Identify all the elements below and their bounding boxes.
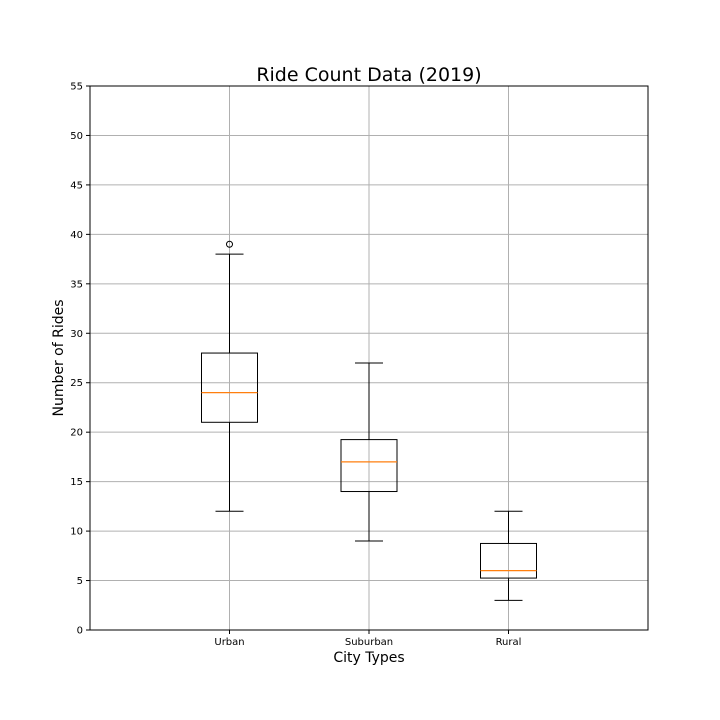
y-tick-label: 45 <box>70 180 83 191</box>
y-tick-label: 35 <box>70 279 83 290</box>
y-tick-label: 25 <box>70 378 83 389</box>
tick-layer: 0 5 10 15 20 25 30 35 40 45 50 55 Urban Suburban Rural <box>70 82 521 649</box>
x-tick-label-urban: Urban <box>214 637 244 648</box>
iqr-box <box>340 439 398 493</box>
x-tick-label-suburban: Suburban <box>345 637 393 648</box>
x-tick-label-rural: Rural <box>496 637 522 648</box>
iqr-box <box>201 352 258 423</box>
box-layer <box>201 240 537 601</box>
box-suburban <box>340 362 398 542</box>
y-tick-label: 30 <box>70 329 83 340</box>
y-tick-label: 20 <box>70 428 83 439</box>
iqr-box <box>480 542 537 579</box>
outlier-point <box>226 240 233 248</box>
y-tick-label: 0 <box>77 626 83 637</box>
chart-title: Ride Count Data (2019) <box>256 64 481 86</box>
grid-layer <box>90 85 648 631</box>
y-tick-label: 55 <box>70 82 83 93</box>
box-rural <box>480 510 537 601</box>
x-axis-label: City Types <box>333 650 404 666</box>
y-tick-label: 50 <box>70 131 83 142</box>
y-tick-label: 15 <box>70 477 83 488</box>
y-tick-label: 40 <box>70 230 83 241</box>
box-urban <box>201 240 258 512</box>
y-tick-label: 5 <box>77 576 83 587</box>
y-tick-label: 10 <box>70 527 83 538</box>
y-axis-label: Number of Rides <box>51 299 67 416</box>
